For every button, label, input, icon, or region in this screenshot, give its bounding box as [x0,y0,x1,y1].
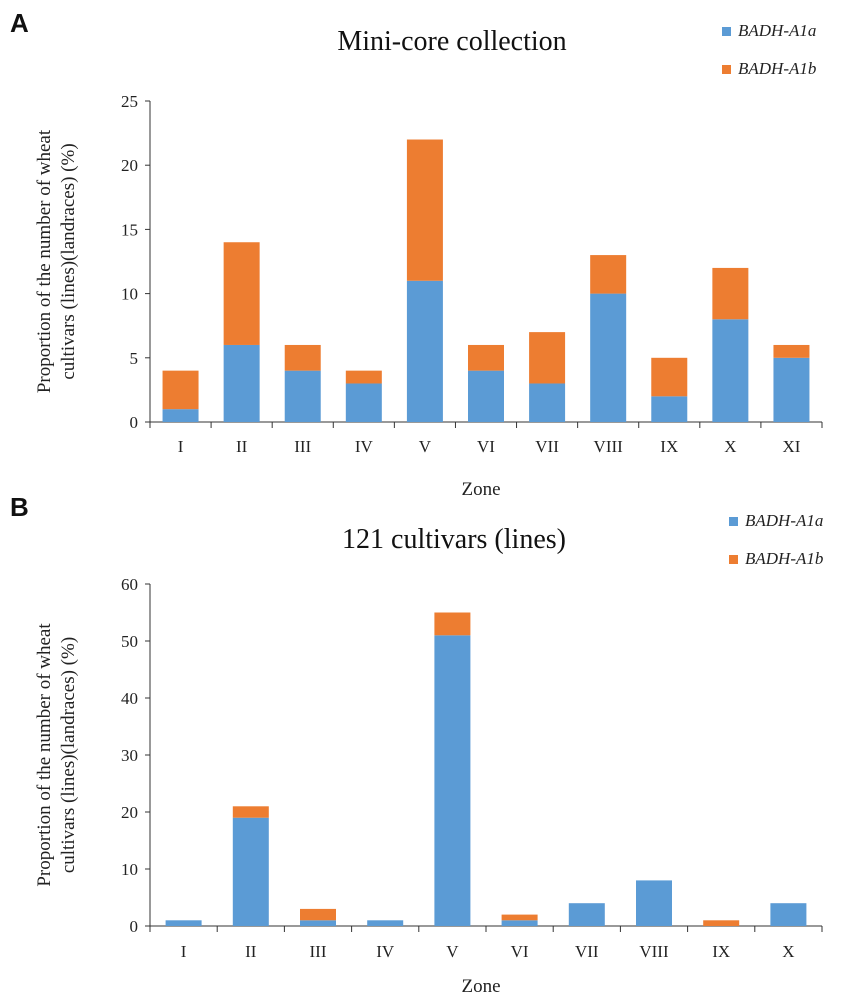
chart-b-x-axis-title: Zone [461,976,500,996]
chart-a-bar-badh-a1b-v [406,139,443,281]
chart-a-x-tick-label: VI [477,437,495,456]
chart-b-bar-badh-a1a-v [434,635,471,926]
chart-a-bar-badh-a1b-ix [651,357,688,397]
chart-a-y-axis-title-line: Proportion of the number of wheat [34,129,55,393]
chart-b-x-tick-label: VI [511,942,529,961]
chart-a-bar-badh-a1b-ii [223,242,260,345]
chart-a-bar-badh-a1a-vi [468,370,504,422]
chart-a-bar-badh-a1a-ix [651,396,688,422]
chart-a-legend-label-badh-a1a: BADH-A1a [738,21,816,40]
chart-a-y-axis-title: Proportion of the number of wheat cultiva… [34,129,79,393]
chart-a-x-tick-label: II [236,437,248,456]
chart-a-x-axis-title: Zone [461,479,500,500]
chart-b-y-tick-label: 0 [130,917,139,936]
chart-b-legend-swatch-badh-a1a [729,517,738,526]
chart-a-y-tick-label: 15 [121,220,138,239]
chart-b-bar-badh-a1a-i [165,920,202,926]
chart-a-bar-badh-a1a-v [406,280,443,422]
chart-a-bar-badh-a1a-viii [590,293,627,422]
chart-a-y-tick-label: 5 [130,349,139,368]
chart-b-y-tick-label: 30 [121,746,138,765]
chart-a-x-tick-label: VIII [594,437,624,456]
chart-b-y-axis-title-line: Proportion of the number of wheat [34,623,55,887]
chart-b-bar-badh-a1a-viii [636,880,672,926]
chart-a-x-tick-label: VII [535,437,559,456]
chart-a-x-tick-label: I [178,437,184,456]
chart-b-bar-badh-a1b-iii [300,908,336,921]
chart-a-bar-badh-a1a-vii [529,383,566,422]
chart-a-bar-badh-a1a-x [712,319,749,422]
chart-b-x-tick-label: X [782,942,794,961]
chart-b-x-tick-label: IV [376,942,395,961]
chart-a-x-tick-label: X [724,437,736,456]
chart-a-title: Mini-core collection [337,26,566,57]
chart-b-title: 121 cultivars (lines) [342,524,566,555]
chart-b-x-tick-label: IX [712,942,730,961]
chart-b-bar-badh-a1b-vi [501,914,538,921]
chart-a-y-tick-label: 25 [121,92,138,111]
panel-a-label: A [10,8,29,38]
chart-b-y-tick-label: 10 [121,860,138,879]
chart-b-y-tick-label: 50 [121,632,138,651]
chart-a-bar-badh-a1a-ii [223,344,260,422]
chart-b-bar-badh-a1b-v [434,612,471,636]
panel-a: A Mini-core collection 0 5 10 15 20 25 I II III IV… [10,8,823,500]
panel-b-label: B [10,492,29,522]
chart-a-y-tick-label: 20 [121,156,138,175]
chart-a-x-tick-label: V [419,437,432,456]
chart-a-bar-badh-a1b-i [162,370,199,410]
chart-b-bar-badh-a1a-ii [232,817,269,926]
chart-a-bar-badh-a1a-i [162,409,199,422]
chart-a-bar-badh-a1a-xi [773,357,810,422]
chart-b-x-tick-label: I [181,942,187,961]
chart-a-bar-badh-a1b-xi [773,344,810,358]
chart-a-y-axis-title-line: cultivars (lines)(landraces) (%) [58,143,79,379]
chart-b-bar-badh-a1a-iv [367,920,404,926]
chart-b-bar-badh-a1b-ii [232,806,269,818]
chart-b-y-tick-label: 40 [121,689,138,708]
chart-a-legend-swatch-badh-a1b [722,65,731,74]
chart-b-y-axis-title-line: cultivars (lines)(landraces) (%) [58,637,79,873]
chart-b-y-tick-label: 60 [121,575,138,594]
chart-a-bar-badh-a1b-vi [468,344,504,371]
chart-a-bar-badh-a1a-iii [284,370,321,422]
chart-a-x-tick-label: III [294,437,311,456]
chart-b-bar-badh-a1a-vii [568,903,605,926]
chart-a-x-tick-label: XI [782,437,800,456]
chart-a-bar-badh-a1a-iv [345,383,382,422]
chart-a-bar-badh-a1b-iv [345,370,382,384]
chart-b-x-tick-label: VIII [639,942,669,961]
chart-b-x-tick-label: VII [575,942,599,961]
chart-a-bar-badh-a1b-viii [590,255,627,294]
chart-a-x-tick-label: IV [355,437,374,456]
chart-b-bar-badh-a1b-ix [703,920,740,926]
chart-b-y-axis-title: Proportion of the number of wheat cultiva… [34,623,79,887]
chart-b-legend-label-badh-a1b: BADH-A1b [745,549,823,568]
chart-b-x-tick-label: V [446,942,459,961]
chart-b-legend-label-badh-a1a: BADH-A1a [745,511,823,530]
chart-b-x-tick-label: II [245,942,257,961]
chart-b-x-tick-label: III [310,942,327,961]
chart-b-y-tick-label: 20 [121,803,138,822]
chart-b-bar-badh-a1a-vi [501,920,538,926]
chart-a-bar-badh-a1b-iii [284,344,321,371]
chart-a-bar-badh-a1b-x [712,267,749,320]
chart-a-y-tick-label: 0 [130,413,139,432]
chart-a-legend-label-badh-a1b: BADH-A1b [738,59,816,78]
chart-a-x-tick-label: IX [660,437,678,456]
panel-b: B 121 cultivars (lines) 0 10 20 30 40 50 60 I II I… [0,490,854,996]
chart-a-bar-badh-a1b-vii [529,332,566,384]
chart-b-legend-swatch-badh-a1b [729,555,738,564]
chart-b-bar-badh-a1a-iii [300,920,336,926]
chart-b-bar-badh-a1a-x [770,903,807,926]
chart-a-legend-swatch-badh-a1a [722,27,731,36]
chart-a-y-tick-label: 10 [121,285,138,304]
